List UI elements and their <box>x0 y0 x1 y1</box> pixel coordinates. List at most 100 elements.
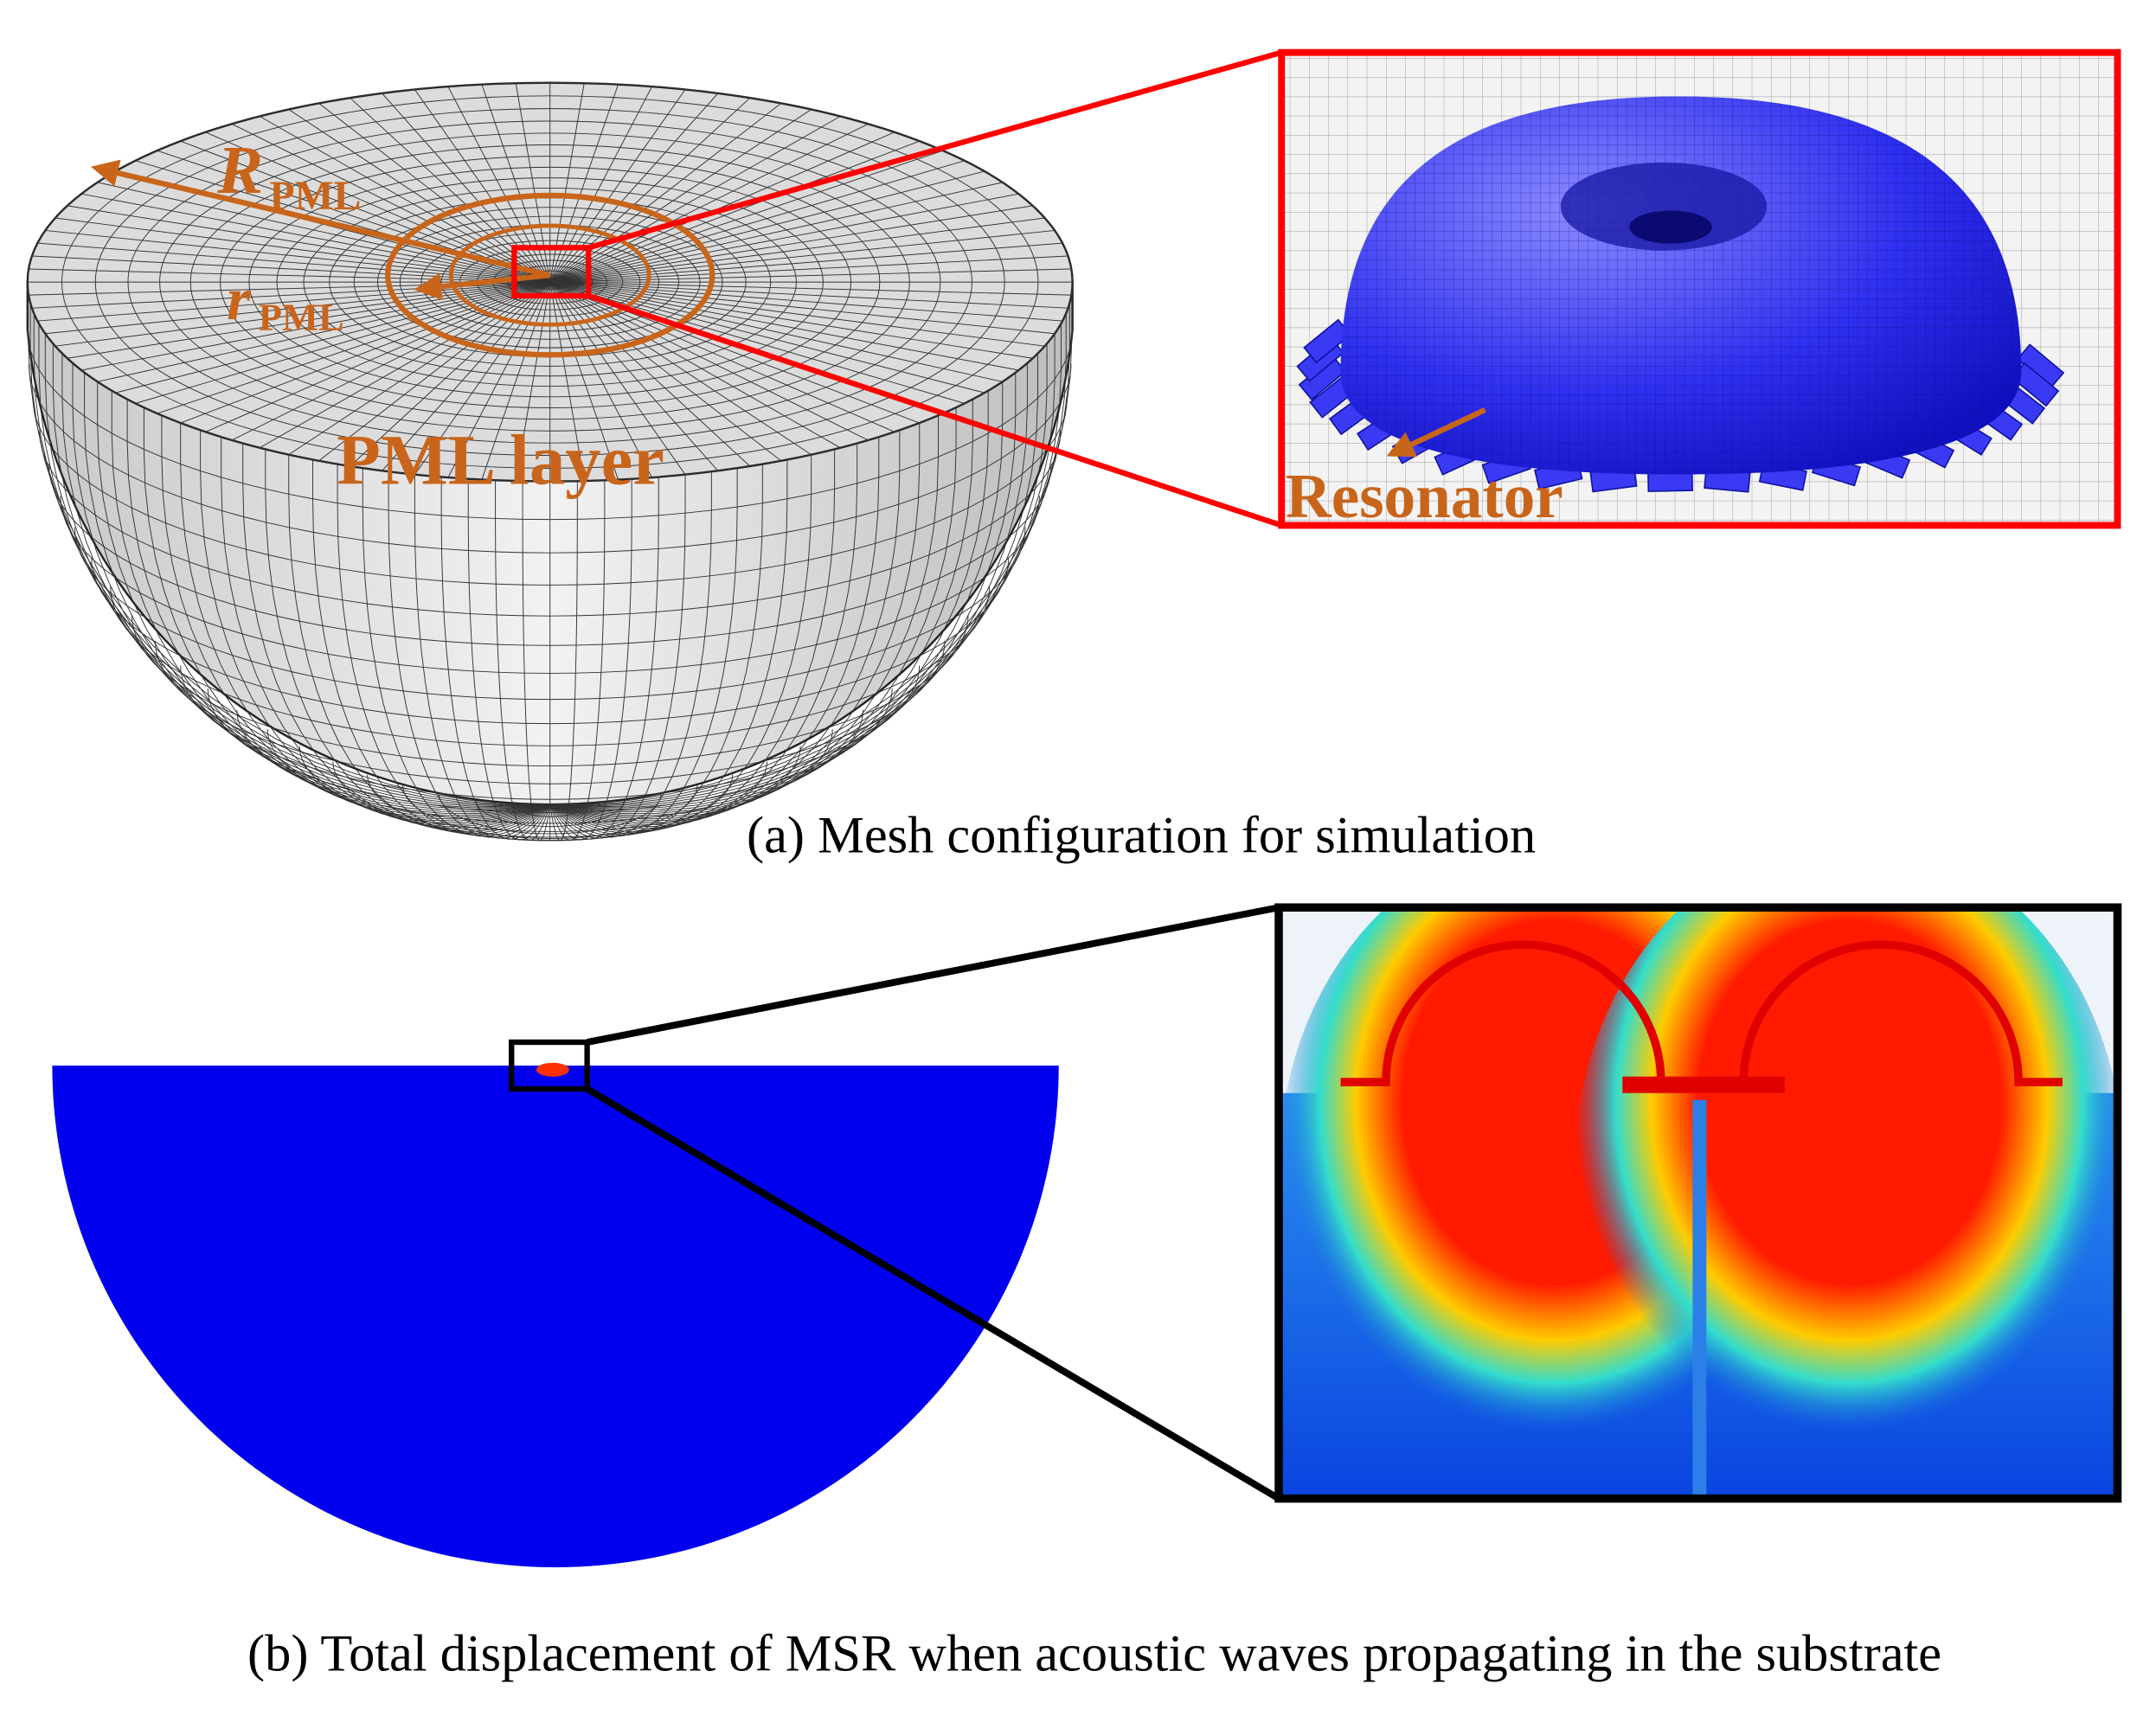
mesh-radial <box>549 281 812 456</box>
mesh-radial <box>80 281 550 371</box>
mesh-radial <box>515 282 551 482</box>
mesh-parallel <box>131 614 969 767</box>
mesh-radial <box>205 281 550 432</box>
mesh-parallel <box>60 496 1041 674</box>
mesh-radial <box>318 281 551 462</box>
mesh-radial <box>549 268 1072 283</box>
mesh-meridian <box>549 407 957 820</box>
mesh-radial <box>549 281 782 462</box>
mesh-parallel <box>266 728 833 832</box>
mesh-radial <box>67 281 550 359</box>
zoom-line <box>587 292 1283 528</box>
mesh-meridian <box>180 423 550 823</box>
mesh-radial <box>135 160 550 283</box>
mesh-radial <box>549 217 1045 283</box>
mesh-radial <box>97 182 550 283</box>
mesh-radial <box>549 281 1056 335</box>
mesh-meridian <box>549 449 836 831</box>
mesh-meridian <box>549 372 1017 813</box>
dome-mesh <box>1340 96 2022 475</box>
displacement-zoom <box>1279 907 2118 1499</box>
mesh-radial <box>549 281 619 480</box>
mesh-radial <box>549 281 965 404</box>
mesh-meridian <box>44 333 550 808</box>
mesh-meridian <box>549 423 921 823</box>
mesh-meridian <box>549 464 763 836</box>
mesh-meridian <box>549 399 973 818</box>
mesh-meridian <box>288 454 550 833</box>
mesh-radial <box>549 170 985 283</box>
mesh-parallel <box>39 431 1062 617</box>
r-pml-arrow <box>91 159 551 279</box>
mesh-parallel <box>74 527 1026 701</box>
mesh-radial <box>31 255 550 283</box>
anchor <box>1622 1076 1785 1093</box>
mesh-radial <box>157 281 550 414</box>
mesh-radial <box>549 131 895 283</box>
mesh-radial <box>549 281 869 441</box>
r-label: r <box>227 266 251 333</box>
mesh-meridian <box>549 481 578 842</box>
mesh-meridian <box>242 443 550 829</box>
mesh-radial <box>231 281 550 441</box>
mesh-meridian <box>549 390 989 816</box>
mesh-radial <box>55 217 550 283</box>
hole-center <box>1629 210 1712 244</box>
hotspot <box>536 1062 569 1077</box>
resonator-zoom <box>1281 52 2118 526</box>
dome-hole <box>1560 162 1768 251</box>
zoom-marker <box>511 245 592 299</box>
mesh-meridian <box>200 430 550 825</box>
mesh-parallel <box>438 793 662 835</box>
mesh-parallel <box>402 784 698 839</box>
mesh-radial <box>549 182 1003 283</box>
mesh-radial <box>549 255 1068 283</box>
mesh-radial <box>382 93 551 283</box>
mesh-radial <box>37 281 550 322</box>
mesh-radial <box>37 242 550 283</box>
mesh-meridian <box>549 459 788 834</box>
mesh-parallel <box>154 640 946 784</box>
mesh-radial <box>115 281 550 394</box>
mesh-radial <box>549 281 985 394</box>
mesh-meridian <box>337 464 550 836</box>
mesh-radial <box>549 123 869 283</box>
mesh-radial <box>80 193 550 283</box>
r-inner-arrow <box>414 272 551 301</box>
mesh-radial <box>55 281 550 347</box>
inner-ring <box>448 223 651 327</box>
mesh-parallel <box>91 557 1010 725</box>
mesh-radial <box>382 281 551 471</box>
mesh-radial <box>549 281 1003 382</box>
mesh-radial <box>318 103 551 283</box>
mesh-radial <box>549 229 1056 283</box>
zoom-frame <box>1274 903 2122 1503</box>
mesh-radial <box>549 242 1063 283</box>
mesh-radial <box>549 282 585 482</box>
mesh-radial <box>67 205 550 283</box>
mesh-radial <box>97 281 550 382</box>
mesh-radial <box>288 109 550 283</box>
mesh-parallel <box>332 761 768 841</box>
resonator-label: Resonator <box>1286 461 1563 531</box>
mesh-radial <box>288 281 550 456</box>
mesh-meridian <box>549 415 939 822</box>
mesh-parallel <box>207 688 893 813</box>
mesh-radial <box>549 281 751 467</box>
mesh-radial <box>180 281 550 424</box>
mesh-parallel <box>48 464 1052 646</box>
mesh-radial <box>481 281 551 480</box>
mesh-radial <box>259 116 550 283</box>
mesh-radial <box>549 281 895 432</box>
mesh-radial <box>549 193 1019 283</box>
mesh-radial <box>549 281 686 475</box>
zoom-line <box>587 49 1283 251</box>
mesh-radial <box>549 205 1033 283</box>
mesh-parallel <box>367 774 734 842</box>
lobe <box>1574 907 2118 1499</box>
mesh-meridian <box>161 415 550 822</box>
mesh-meridian <box>549 381 1004 814</box>
mesh-meridian <box>388 471 551 838</box>
mesh-meridian <box>143 407 550 820</box>
